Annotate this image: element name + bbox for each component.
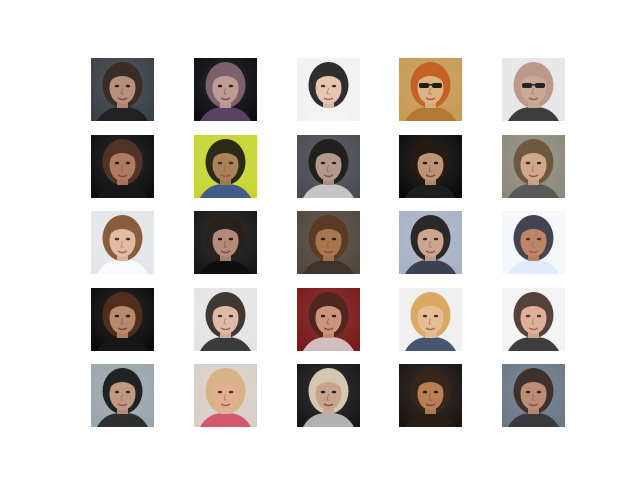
- face-sample-tile: [399, 364, 462, 427]
- face-sample-image: [502, 58, 565, 121]
- face-sample-tile: [297, 135, 360, 198]
- face-sample-image: [91, 135, 154, 198]
- face-sample-tile: [91, 288, 154, 351]
- generated-face-grid: [91, 58, 565, 427]
- face-sample-image: [399, 364, 462, 427]
- face-sample-image: [297, 135, 360, 198]
- face-sample-tile: [297, 288, 360, 351]
- face-sample-tile: [91, 211, 154, 274]
- face-sample-tile: [194, 58, 257, 121]
- face-sample-tile: [194, 288, 257, 351]
- face-sample-image: [194, 135, 257, 198]
- face-sample-image: [297, 364, 360, 427]
- face-sample-tile: [91, 58, 154, 121]
- face-sample-tile: [297, 211, 360, 274]
- face-sample-image: [399, 211, 462, 274]
- face-sample-tile: [399, 135, 462, 198]
- face-sample-tile: [194, 211, 257, 274]
- face-sample-image: [91, 288, 154, 351]
- face-sample-tile: [194, 135, 257, 198]
- face-sample-image: [194, 211, 257, 274]
- face-sample-tile: [399, 211, 462, 274]
- face-sample-image: [502, 211, 565, 274]
- face-sample-tile: [297, 364, 360, 427]
- face-sample-image: [297, 288, 360, 351]
- face-sample-tile: [399, 288, 462, 351]
- face-sample-image: [91, 58, 154, 121]
- face-sample-image: [194, 58, 257, 121]
- face-sample-image: [297, 58, 360, 121]
- face-sample-image: [502, 364, 565, 427]
- face-sample-tile: [502, 288, 565, 351]
- face-sample-tile: [502, 58, 565, 121]
- face-sample-image: [399, 58, 462, 121]
- face-sample-tile: [502, 135, 565, 198]
- face-sample-image: [399, 288, 462, 351]
- face-sample-tile: [502, 364, 565, 427]
- face-sample-image: [194, 288, 257, 351]
- face-sample-tile: [194, 364, 257, 427]
- face-sample-tile: [502, 211, 565, 274]
- face-sample-image: [297, 211, 360, 274]
- face-sample-tile: [399, 58, 462, 121]
- face-sample-image: [502, 288, 565, 351]
- face-sample-image: [91, 211, 154, 274]
- face-sample-tile: [91, 364, 154, 427]
- face-sample-tile: [91, 135, 154, 198]
- face-sample-image: [194, 364, 257, 427]
- face-sample-image: [502, 135, 565, 198]
- face-sample-image: [399, 135, 462, 198]
- face-sample-image: [91, 364, 154, 427]
- face-sample-tile: [297, 58, 360, 121]
